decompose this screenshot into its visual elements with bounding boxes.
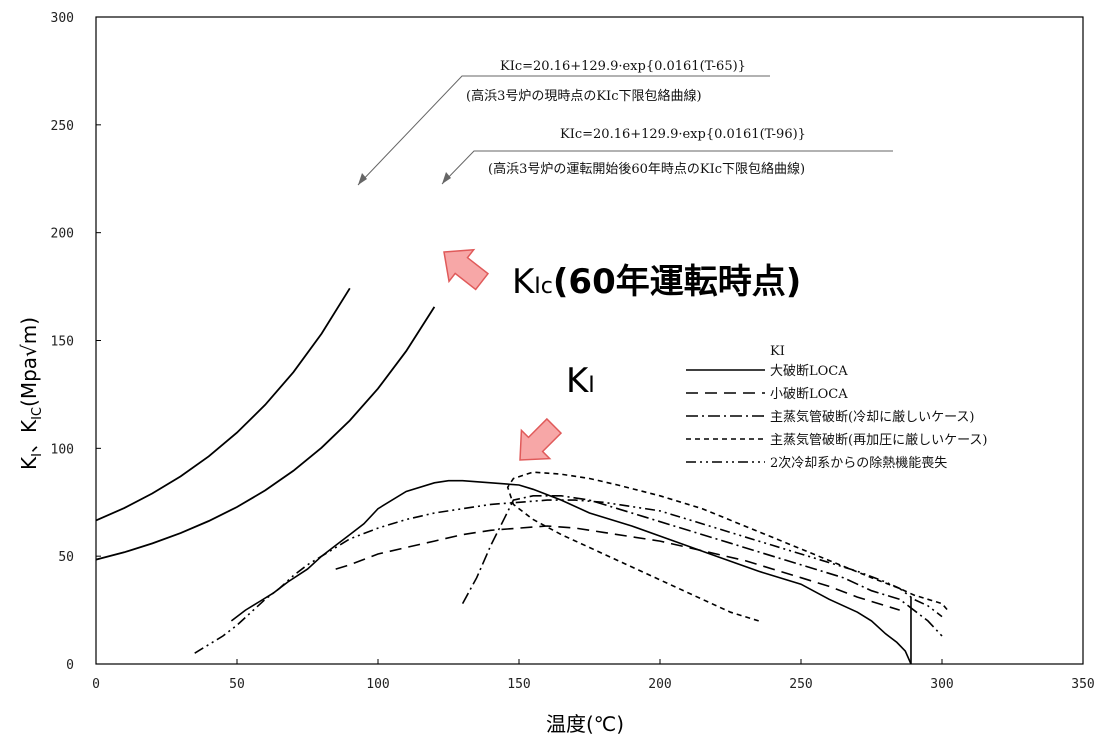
kic-curves — [95, 287, 436, 561]
y-tick-label: 150 — [51, 335, 74, 350]
y-tick-label: 250 — [51, 119, 74, 134]
ki-arrow-icon — [519, 417, 563, 461]
ki-callout: KI — [566, 361, 595, 401]
legend-entry-label: 大破断LOCA — [770, 364, 848, 379]
ki-series — [194, 471, 949, 665]
svg-text:KIc(60年運転時点): KIc(60年運転時点) — [512, 262, 801, 302]
x-tick-label: 150 — [507, 677, 530, 692]
y-axis-title-sub1: I — [30, 453, 45, 457]
axes: 0 50 100 150 200 250 300 350 0 50 100 150 200 250 300 — [51, 11, 1095, 692]
y-tick-label: 100 — [51, 442, 74, 457]
legend-entry-label: 2次冷却系からの除熱機能喪失 — [770, 455, 947, 471]
y-axis-title-mid: 、K — [17, 419, 41, 453]
y-axis-title-tail: (Mpa√m) — [17, 317, 41, 407]
kic-callout: KIc(60年運転時点) — [512, 262, 801, 302]
kic-callout-sub: Ic — [534, 274, 553, 299]
legend-entry-label: 主蒸気管破断(冷却に厳しいケース) — [770, 409, 975, 425]
leader-current — [357, 75, 770, 186]
caption-60yr: (高浜3号炉の運転開始後60年時点のKIc下限包絡曲線) — [488, 161, 805, 177]
plot-frame — [95, 16, 1084, 665]
y-tick-label: 50 — [58, 550, 74, 565]
annotation-leaders — [357, 75, 893, 186]
x-tick-label: 200 — [648, 677, 671, 692]
y-tick-label: 0 — [66, 658, 74, 673]
leader-arrowhead — [442, 172, 451, 184]
legend-entry-label: 主蒸気管破断(再加圧に厳しいケース) — [770, 432, 988, 448]
kic-curve-KIc_60yr — [95, 306, 436, 561]
x-tick-label: 250 — [789, 677, 812, 692]
x-tick-label: 300 — [930, 677, 953, 692]
svg-text:KI: KI — [566, 361, 595, 401]
callout-arrows — [443, 248, 563, 461]
legend-entry-label: 小破断LOCA — [770, 387, 848, 402]
annotation-current: KIc=20.16+129.9·exp{0.0161(T-65)} (高浜3号炉… — [466, 59, 746, 104]
y-axis-title: KI、KIC(Mpa√m) — [17, 317, 45, 470]
kic-arrow-icon — [443, 248, 490, 291]
kic-curve-KIc_current — [95, 287, 351, 522]
ki-callout-sub: I — [588, 373, 595, 398]
formula-60yr: KIc=20.16+129.9·exp{0.0161(T-96)} — [560, 127, 806, 142]
leader-60yr — [441, 150, 893, 185]
ki-series-line-2 — [461, 494, 943, 637]
ki-series-line-1 — [335, 525, 900, 611]
leader-arrowhead — [358, 173, 367, 185]
formula-current: KIc=20.16+129.9·exp{0.0161(T-65)} — [500, 59, 746, 74]
x-tick-label: 350 — [1071, 677, 1094, 692]
ki-series-line-4 — [194, 499, 943, 654]
kic-callout-main: K — [512, 262, 536, 302]
x-axis-title: 温度(℃) — [546, 712, 624, 736]
y-tick-label: 300 — [51, 11, 74, 26]
x-tick-label: 50 — [229, 677, 245, 692]
ki-callout-main: K — [566, 361, 590, 401]
x-tick-label: 100 — [366, 677, 389, 692]
legend: KI 大破断LOCA 小破断LOCA 主蒸気管破断(冷却に厳しいケース) 主蒸気管破断… — [686, 344, 988, 471]
y-axis-title-main: K — [17, 456, 41, 470]
ki-series-line-3 — [506, 471, 949, 622]
legend-title: KI — [770, 344, 785, 359]
y-tick-label: 200 — [51, 227, 74, 242]
annotation-60yr: KIc=20.16+129.9·exp{0.0161(T-96)} (高浜3号炉… — [488, 127, 806, 177]
y-axis-title-sub2: IC — [30, 407, 45, 420]
x-tick-label: 0 — [92, 677, 100, 692]
kic-callout-tail: (60年運転時点) — [553, 262, 801, 302]
ki-series-line-0 — [230, 479, 912, 665]
caption-current: (高浜3号炉の現時点のKIc下限包絡曲線) — [466, 88, 702, 104]
